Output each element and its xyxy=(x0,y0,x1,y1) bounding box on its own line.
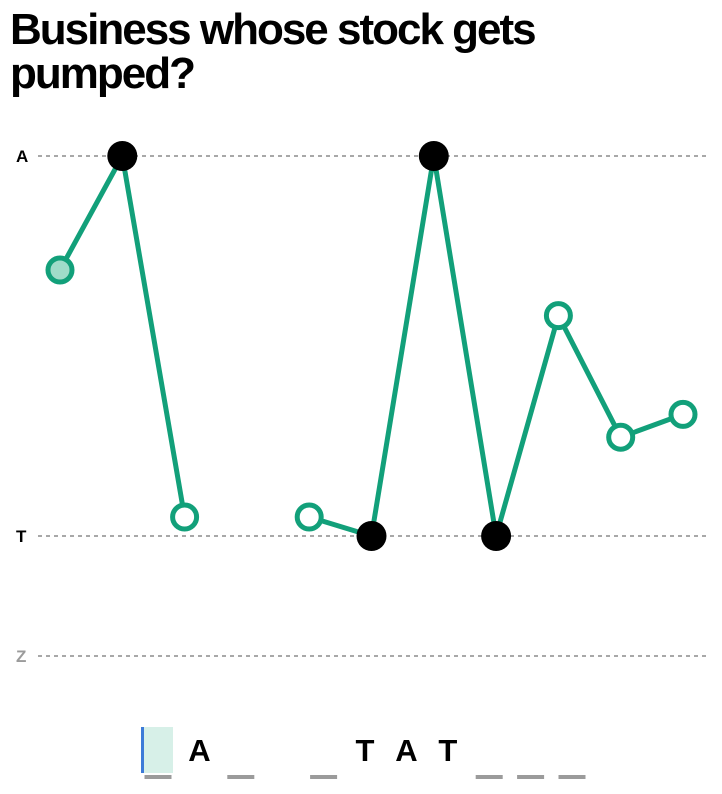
empty-slot-bar xyxy=(517,775,545,779)
empty-slot-bar xyxy=(144,775,172,779)
slot-letter: A xyxy=(188,733,210,768)
guess-point[interactable] xyxy=(668,399,698,429)
plot-segment xyxy=(57,153,188,520)
text-cursor xyxy=(141,727,144,773)
answer-slot[interactable] xyxy=(310,775,338,779)
empty-slot-bar xyxy=(475,775,503,779)
answer-slot[interactable] xyxy=(227,775,255,779)
level-label-z: Z xyxy=(16,647,26,666)
empty-slot-bar xyxy=(310,775,338,779)
answer-slot[interactable] xyxy=(141,727,173,779)
empty-slot-bar xyxy=(558,775,586,779)
slot-letter: T xyxy=(356,733,375,768)
answer-slot[interactable]: A xyxy=(188,733,210,768)
answer-slot[interactable]: A xyxy=(395,733,417,768)
answer-slot[interactable]: T xyxy=(438,733,457,768)
revealed-point xyxy=(418,141,449,171)
answer-slot[interactable]: T xyxy=(356,733,375,768)
plot-segment xyxy=(306,153,686,539)
empty-slot-bar xyxy=(227,775,255,779)
answer-slot[interactable] xyxy=(558,775,586,779)
plot-markers xyxy=(45,141,698,551)
guess-point[interactable] xyxy=(170,502,200,532)
guess-point[interactable] xyxy=(543,301,573,331)
answer-slot[interactable] xyxy=(517,775,545,779)
puzzle-clue: Business whose stock gets pumped? xyxy=(10,5,537,98)
answer-slot[interactable] xyxy=(475,775,503,779)
guess-point[interactable] xyxy=(606,422,636,452)
level-label-t: T xyxy=(16,527,27,546)
guess-point[interactable] xyxy=(294,502,324,532)
plot-lines xyxy=(57,153,686,539)
slot-letter: A xyxy=(395,733,417,768)
revealed-point xyxy=(107,141,138,171)
active-slot-highlight xyxy=(144,727,173,773)
revealed-point xyxy=(356,521,387,551)
slot-letter: T xyxy=(438,733,457,768)
revealed-point xyxy=(481,521,512,551)
level-label-a: A xyxy=(16,147,28,166)
active-guess-point[interactable] xyxy=(45,255,75,285)
